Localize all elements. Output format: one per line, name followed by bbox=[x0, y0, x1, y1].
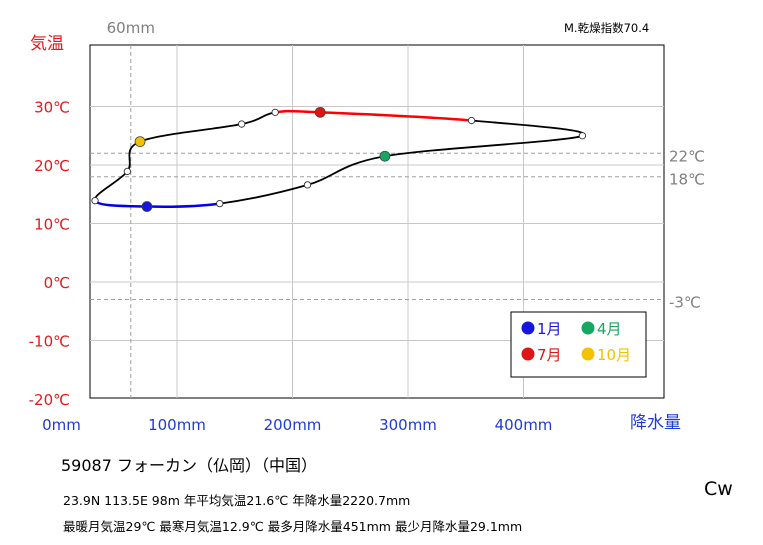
y-tick-label: 0℃ bbox=[44, 274, 70, 292]
curve-segment bbox=[219, 184, 308, 205]
y-tick-label: -20℃ bbox=[29, 391, 70, 409]
station-info-line1: 23.9N 113.5E 98m 年平均気温21.6℃ 年降水量2220.7mm bbox=[63, 493, 411, 508]
x-tick-label: 300mm bbox=[379, 416, 437, 434]
x-tick-label: 200mm bbox=[264, 416, 322, 434]
legend-label: 4月 bbox=[597, 320, 622, 338]
month-point-12 bbox=[91, 197, 99, 205]
ref-label-horizontal: -3℃ bbox=[669, 294, 701, 312]
y-tick-label: 30℃ bbox=[34, 99, 70, 117]
month-marker-10 bbox=[134, 136, 146, 148]
x-tick-label: 400mm bbox=[495, 416, 553, 434]
x-axis-label: 降水量 bbox=[630, 413, 681, 433]
curve-segment bbox=[146, 202, 220, 209]
month-marker-4 bbox=[379, 150, 391, 162]
legend-marker bbox=[581, 321, 595, 335]
legend-label: 7月 bbox=[537, 346, 562, 364]
legend-label: 10月 bbox=[597, 346, 631, 364]
curve-segment bbox=[307, 155, 386, 186]
aridity-index: M.乾燥指数70.4 bbox=[564, 21, 649, 35]
month-point-11 bbox=[123, 167, 131, 176]
curve-segment bbox=[139, 123, 242, 143]
y-tick-label: 20℃ bbox=[34, 157, 70, 175]
ref-label-horizontal: 18℃ bbox=[669, 171, 705, 189]
y-axis-label: 気温 bbox=[30, 34, 64, 54]
x-tick-label: 100mm bbox=[148, 416, 206, 434]
y-tick-label: -10℃ bbox=[29, 333, 70, 351]
month-point-8 bbox=[271, 108, 279, 117]
legend-marker bbox=[521, 347, 535, 361]
month-marker-7 bbox=[314, 106, 326, 118]
legend: 1月 4月 7月 10月 bbox=[510, 311, 647, 378]
y-tick-label: 10℃ bbox=[34, 216, 70, 234]
station-info-line2: 最暖月気温29℃ 最寒月気温12.9℃ 最多月降水量451mm 最少月降水量29… bbox=[63, 519, 523, 534]
tick-labels: 0mm 100mm 200mm 300mm 400mm 30℃ 20℃ 10℃ 0℃ -10℃ -2… bbox=[29, 99, 553, 435]
month-point-5 bbox=[578, 132, 587, 140]
ref-label-vertical: 60mm bbox=[107, 19, 155, 37]
month-point-9 bbox=[238, 120, 246, 128]
ref-label-horizontal: 22℃ bbox=[669, 147, 705, 165]
curve-segment bbox=[274, 109, 321, 114]
legend-label: 1月 bbox=[537, 320, 562, 338]
month-point-6 bbox=[467, 116, 476, 125]
curve-segment bbox=[384, 134, 583, 158]
month-point-3 bbox=[303, 181, 312, 189]
climate-curve bbox=[91, 106, 587, 212]
station-name: 59087 フォーカン（仏岡）（中国） bbox=[61, 456, 317, 475]
reference-lines: 60mm 22℃ 18℃ -3℃ bbox=[90, 19, 705, 398]
month-marker-1 bbox=[141, 201, 153, 212]
x-tick-label: 0mm bbox=[42, 416, 81, 434]
legend-marker bbox=[521, 321, 535, 335]
climate-code: Cw bbox=[704, 478, 733, 500]
legend-box bbox=[510, 311, 647, 378]
month-point-2 bbox=[216, 199, 224, 208]
legend-marker bbox=[581, 347, 595, 361]
curve-segment bbox=[320, 111, 472, 122]
